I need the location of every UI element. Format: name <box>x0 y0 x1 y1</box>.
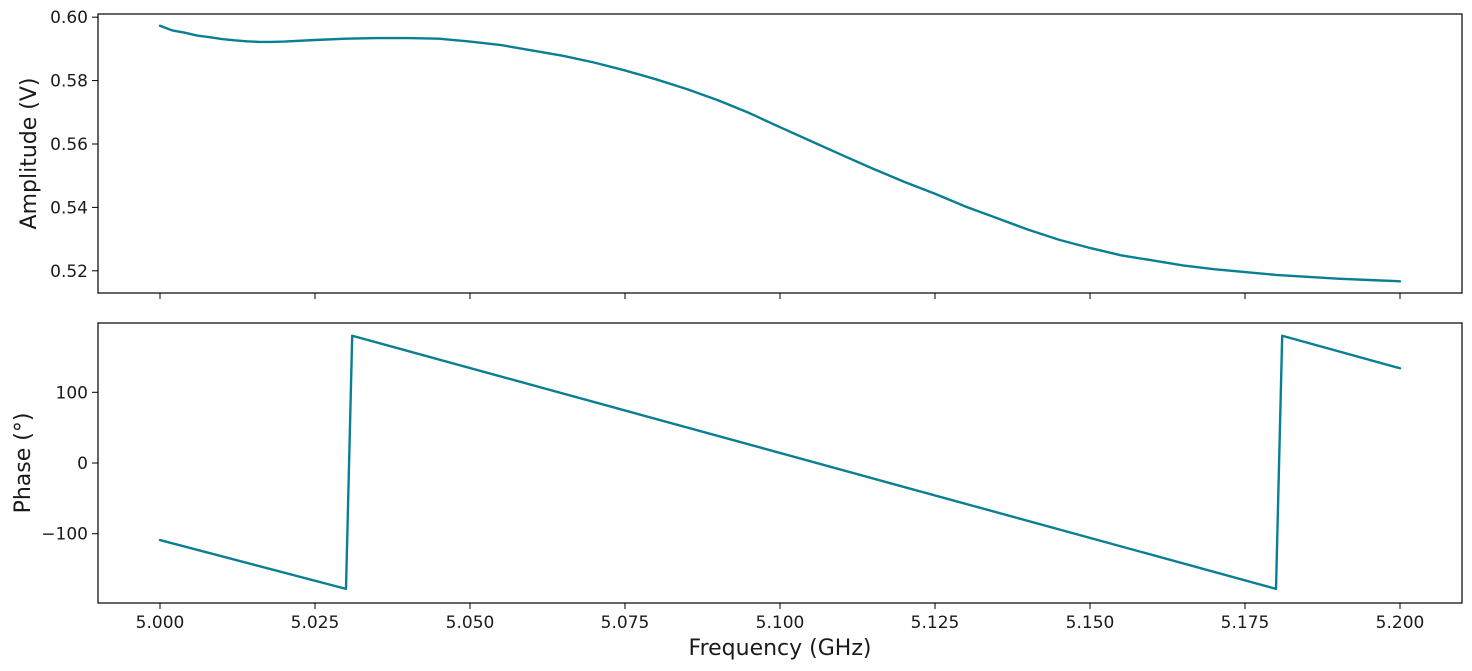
amplitude-x-ticks <box>159 293 1401 299</box>
phase-y-axis-label: Phase (°) <box>11 413 36 514</box>
phase-y-tick-label: 100 <box>56 383 88 403</box>
phase-series-line <box>158 334 1402 591</box>
phase-x-tick-label: 5.100 <box>756 613 805 633</box>
phase-x-tick-label: 5.125 <box>911 613 960 633</box>
phase-x-tick-label: 5.050 <box>446 613 495 633</box>
frequency-x-axis-label: Frequency (GHz) <box>689 636 872 661</box>
phase-x-tick-label: 5.150 <box>1066 613 1115 633</box>
amplitude-y-tick-label: 0.58 <box>50 72 88 92</box>
phase-x-ticks: 5.000 5.025 5.050 5.075 5.100 5.125 5.150 5.175… <box>136 603 1425 633</box>
amplitude-y-axis-label: Amplitude (V) <box>17 78 42 230</box>
phase-x-tick-label: 5.175 <box>1221 613 1270 633</box>
phase-y-ticks: −100 0 100 <box>41 383 98 545</box>
amplitude-y-ticks: 0.52 0.54 0.56 0.58 0.60 <box>50 8 98 282</box>
phase-y-tick-label: 0 <box>77 454 88 474</box>
phase-y-tick-label: −100 <box>41 525 88 545</box>
amplitude-y-tick-label: 0.54 <box>50 198 88 218</box>
amplitude-y-tick-label: 0.60 <box>50 8 88 28</box>
phase-x-tick-label: 5.000 <box>136 613 185 633</box>
amplitude-y-tick-label: 0.52 <box>50 262 88 282</box>
phase-x-tick-label: 5.200 <box>1376 613 1425 633</box>
amplitude-series-line <box>158 24 1402 283</box>
amplitude-panel: 0.52 0.54 0.56 0.58 0.60 Amplitude (V) <box>17 8 1463 299</box>
amplitude-y-tick-label: 0.56 <box>50 135 88 155</box>
phase-x-tick-label: 5.075 <box>601 613 650 633</box>
phase-x-tick-label: 5.025 <box>291 613 340 633</box>
